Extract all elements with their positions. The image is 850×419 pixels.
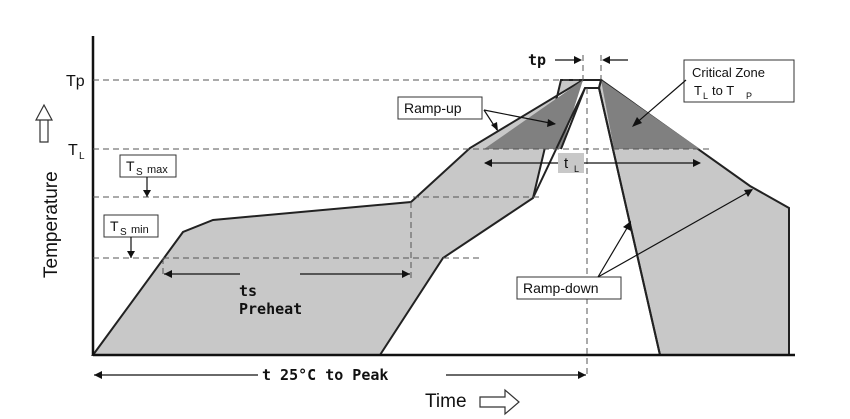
ts-label-bg (240, 266, 300, 282)
tl-time-sub: L (574, 164, 579, 174)
ts-min-main: T (110, 218, 119, 234)
ts-arrow-right-head (402, 270, 410, 278)
ramp-down-pointer-1-head (623, 221, 631, 231)
ts-max-sub1: S (136, 167, 143, 178)
ts-arrow-left-head (164, 270, 172, 278)
critical-zone-line1: Critical Zone (692, 65, 765, 80)
ramp-up-pointer-1 (483, 109, 556, 125)
ts-min-pointer-head (127, 251, 135, 258)
y-axis-up-arrow-icon (35, 103, 53, 143)
ramp-down-pointer-2 (597, 189, 753, 278)
ts-min-sub2: min (131, 224, 149, 236)
ramp-down-pointer-1 (597, 222, 631, 278)
ts-max-box (119, 154, 177, 178)
critical-zone-to: to T (712, 83, 734, 98)
ts-max-pointer-head (143, 190, 151, 197)
t25-to-peak-label: t 25°C to Peak (262, 366, 388, 384)
tl-arrow-right-head (693, 159, 701, 167)
tl-time-label: t (564, 155, 569, 172)
ts-max-main: T (126, 158, 135, 174)
ramp-up-box (397, 96, 483, 120)
preheat-label: Preheat (239, 300, 302, 318)
t25-arrow-right-head (578, 371, 586, 379)
ramp-up-pointer-1-head (547, 119, 556, 127)
critical-zone-L: L (703, 91, 708, 101)
x-axis-label: Time (425, 391, 467, 412)
ts-max-sub2: max (147, 164, 168, 176)
ramp-up-pointer-2-head (491, 122, 498, 131)
critical-zone-T1: T (694, 83, 702, 98)
critical-zone-right (601, 80, 700, 149)
critical-zone-left (484, 80, 583, 149)
ts-min-sub1: S (120, 227, 127, 238)
t25-label-bg (258, 366, 446, 384)
ramp-down-box (516, 276, 622, 300)
x-axis-right-arrow-icon (479, 388, 520, 416)
t25-arrow-left-head (94, 371, 102, 379)
critical-zone-pointer-head (632, 117, 642, 127)
ramp-down-label: Ramp-down (523, 280, 598, 296)
critical-zone-P: P (746, 91, 752, 101)
tl-level-label: T (68, 142, 78, 159)
tl-label-bg (558, 153, 584, 173)
tp-arrow-left-head (574, 56, 582, 64)
ramp-up-label: Ramp-up (404, 100, 462, 116)
peak-inner-right (598, 87, 661, 356)
tp-level-label: Tp (66, 73, 85, 90)
peak-inner-left (532, 87, 586, 199)
tl-arrow-left-head (484, 159, 492, 167)
y-axis-label: Temperature (41, 171, 62, 278)
profile-band-left (91, 79, 587, 356)
tp-time-label: tp (528, 51, 546, 69)
ts-time-label: ts (239, 282, 257, 300)
critical-zone-box (683, 59, 795, 103)
ramp-down-pointer-2-head (744, 189, 753, 197)
tp-arrow-right-head (602, 56, 610, 64)
critical-zone-pointer (633, 79, 687, 126)
tl-level-sub: L (79, 151, 85, 162)
